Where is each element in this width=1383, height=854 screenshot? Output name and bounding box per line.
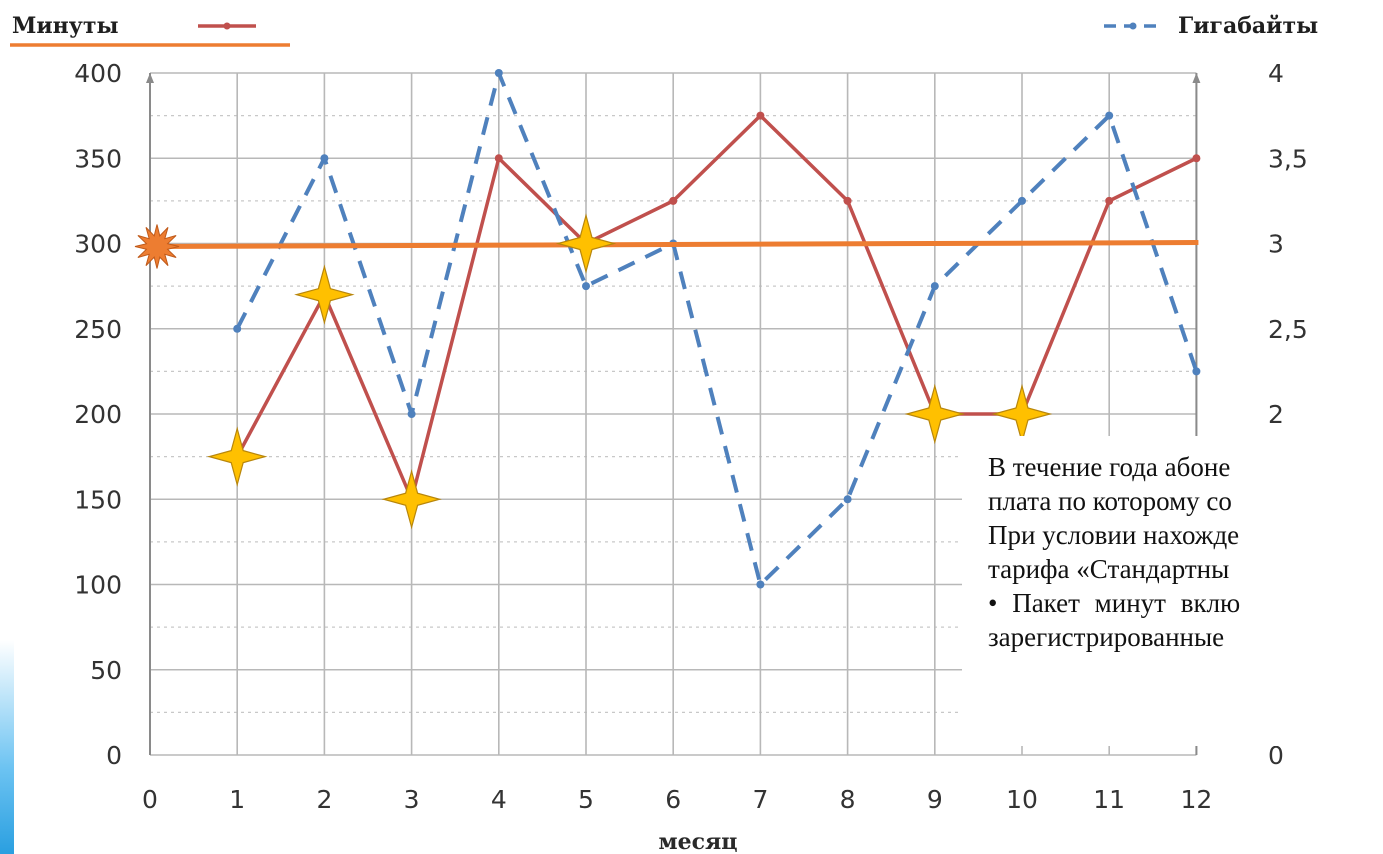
highlight-star — [206, 426, 268, 487]
note-line: При условии нахожде — [988, 520, 1240, 550]
y-left-tick-label: 0 — [106, 741, 122, 770]
annotation-marks — [134, 213, 1199, 530]
gigabytes-point — [320, 154, 329, 163]
y-right-tick-label: 2 — [1268, 400, 1284, 429]
gigabytes-line — [235, 71, 1199, 587]
gigabytes-point — [1105, 111, 1114, 120]
y-left-tick-label: 400 — [74, 59, 122, 88]
y-right-tick-label: 3,5 — [1268, 144, 1308, 173]
x-tick-label: 7 — [752, 785, 768, 814]
legend-label-minutes: Минуты — [12, 13, 119, 39]
x-tick-label: 5 — [578, 785, 594, 814]
y-left-tick-label: 150 — [74, 485, 122, 514]
minutes-point — [756, 111, 765, 120]
x-tick-label: 10 — [1006, 785, 1038, 814]
legend-label-gigabytes: Гигабайты — [1178, 13, 1318, 39]
left-axis-arrow — [146, 73, 154, 83]
legend-marker-gigabytes — [1129, 22, 1137, 30]
gigabytes-point — [1192, 367, 1201, 376]
tick-labels: 0 1 2 3 4 5 6 7 8 9 10 11 12050100150200250300350400… — [74, 59, 1307, 814]
y-left-tick-label: 350 — [74, 144, 122, 173]
gigabytes-point — [233, 324, 242, 333]
minutes-point — [494, 154, 503, 163]
gigabytes-point — [407, 410, 416, 418]
gigabytes-point — [930, 282, 939, 291]
minutes-point — [1105, 196, 1114, 205]
highlight-star — [294, 264, 355, 325]
gigabytes-point — [756, 580, 765, 589]
x-axis-title: месяц — [658, 829, 737, 854]
task-note: В течение года абоне плата по которому с… — [962, 436, 1383, 746]
right-axis-arrow — [1192, 73, 1201, 83]
slide-decoration — [0, 640, 14, 854]
y-left-tick-label: 100 — [74, 571, 122, 600]
highlight-star — [555, 213, 617, 274]
note-line: В течение года абоне — [988, 452, 1231, 482]
note-line: • Пакет минут вклю — [988, 588, 1241, 618]
y-right-tick-label: 3 — [1268, 230, 1284, 259]
y-left-tick-label: 250 — [74, 315, 122, 344]
gigabytes-point — [1018, 196, 1026, 205]
gigabytes-point — [843, 495, 852, 504]
note-line: тарифа «Стандартны — [988, 554, 1230, 584]
x-tick-label: 1 — [229, 785, 245, 814]
gigabytes-point — [494, 69, 503, 77]
gigabytes-point — [582, 282, 590, 291]
x-tick-label: 11 — [1093, 785, 1125, 814]
highlight-star — [381, 468, 442, 530]
y-right-tick-label: 4 — [1268, 59, 1284, 88]
threshold-starburst — [134, 224, 180, 269]
y-left-tick-label: 300 — [74, 230, 122, 259]
x-tick-label: 8 — [840, 785, 856, 814]
note-line: плата по которому со — [988, 486, 1232, 516]
y-left-tick-label: 200 — [74, 400, 122, 429]
minutes-point — [669, 196, 678, 205]
x-tick-label: 3 — [404, 785, 420, 814]
y-right-tick-label: 0 — [1268, 741, 1284, 770]
chart-legend: Минуты Гигабайты — [10, 13, 1318, 47]
threshold-line — [149, 240, 1199, 249]
y-left-tick-label: 50 — [90, 656, 122, 685]
highlight-star — [991, 383, 1053, 445]
x-tick-label: 9 — [927, 785, 943, 814]
highlight-star — [904, 383, 966, 445]
x-tick-label: 4 — [491, 785, 507, 814]
x-tick-label: 6 — [665, 785, 681, 814]
note-line: зарегистрированные — [988, 622, 1225, 652]
minutes-point — [843, 196, 852, 205]
x-tick-label: 0 — [142, 785, 158, 814]
minutes-point — [1192, 154, 1201, 163]
legend-marker-minutes — [223, 22, 231, 30]
y-right-tick-label: 2,5 — [1268, 315, 1308, 344]
minutes-line — [235, 113, 1198, 501]
x-tick-label: 12 — [1180, 785, 1212, 814]
x-tick-label: 2 — [316, 785, 332, 814]
